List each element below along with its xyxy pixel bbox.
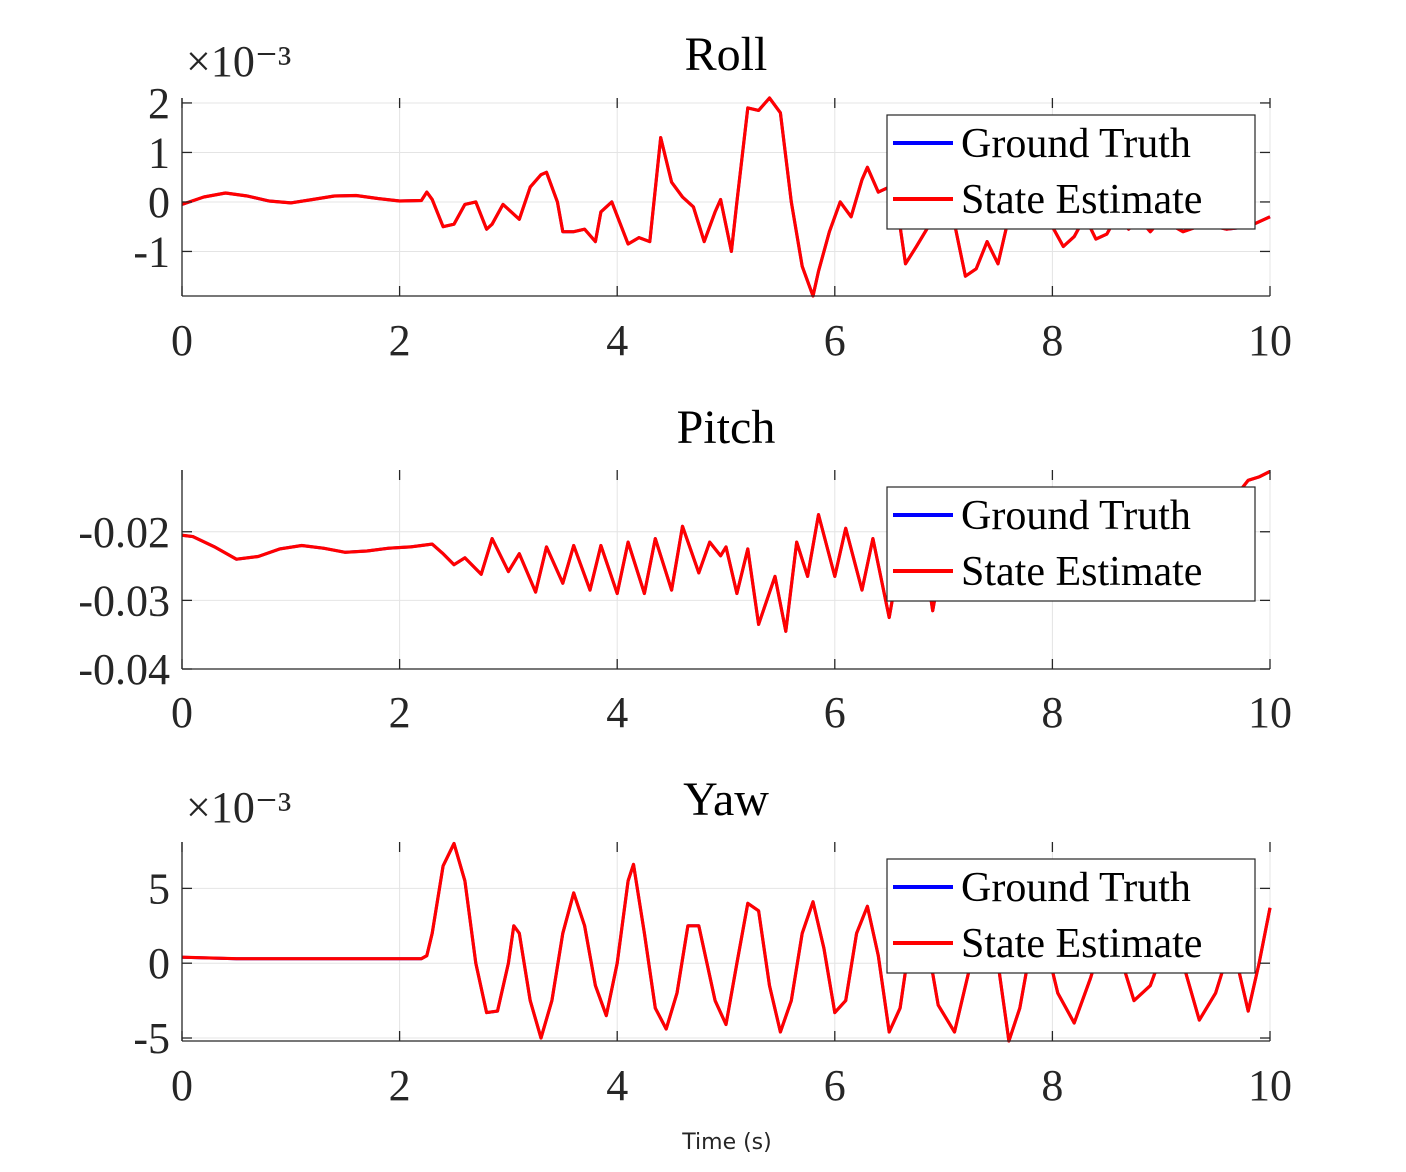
roll-x-tick-label: 10 xyxy=(1248,316,1292,365)
roll-x-tick-label: 2 xyxy=(389,316,411,365)
yaw-x-tick-label: 10 xyxy=(1248,1061,1292,1110)
roll-exponent-label: ×10⁻³ xyxy=(186,37,291,86)
yaw-legend-label: State Estimate xyxy=(961,921,1202,967)
roll-y-tick-label: -1 xyxy=(133,227,170,276)
pitch-legend-label: State Estimate xyxy=(961,549,1202,595)
yaw-state-estimate-line xyxy=(182,841,1272,1043)
yaw-y-tick-label: 5 xyxy=(148,864,170,913)
pitch-x-tick-label: 6 xyxy=(824,688,846,737)
pitch-y-tick-label: -0.02 xyxy=(78,508,170,557)
roll-legend-box xyxy=(886,114,1256,230)
yaw-x-tick-label: 8 xyxy=(1041,1061,1063,1110)
roll-legend-label: State Estimate xyxy=(961,177,1202,223)
yaw-legend-label: Ground Truth xyxy=(961,865,1191,911)
roll-x-tick-label: 4 xyxy=(606,316,628,365)
pitch-y-tick-label: -0.04 xyxy=(78,645,170,694)
pitch-x-tick-label: 0 xyxy=(171,688,193,737)
roll-x-tick-label: 0 xyxy=(171,316,193,365)
pitch-y-tick-label: -0.03 xyxy=(78,576,170,625)
pitch-title: Pitch xyxy=(677,401,776,454)
yaw-legend: Ground Truth State Estimate xyxy=(886,858,1256,974)
yaw-x-tick-label: 6 xyxy=(824,1061,846,1110)
yaw-x-tick-label: 0 xyxy=(171,1061,193,1110)
roll-x-tick-label: 6 xyxy=(824,316,846,365)
roll-y-tick-label: 2 xyxy=(148,79,170,128)
roll-x-tick-label: 8 xyxy=(1041,316,1063,365)
x-axis-label: Time (s) xyxy=(681,1130,771,1155)
roll-legend-label: Ground Truth xyxy=(961,121,1191,167)
pitch-x-tick-label: 8 xyxy=(1041,688,1063,737)
pitch-x-tick-label: 4 xyxy=(606,688,628,737)
pitch-legend-label: Ground Truth xyxy=(961,493,1191,539)
roll-title: Roll xyxy=(685,28,768,81)
yaw-x-tick-label: 4 xyxy=(606,1061,628,1110)
yaw-legend-box xyxy=(886,858,1256,974)
roll-y-tick-label: 1 xyxy=(148,128,170,177)
yaw-title: Yaw xyxy=(683,773,769,826)
yaw-exponent-label: ×10⁻³ xyxy=(186,783,291,832)
roll-series-group xyxy=(182,96,1271,298)
roll-state-estimate-line xyxy=(182,96,1271,298)
pitch-x-tick-label: 10 xyxy=(1248,688,1292,737)
roll-legend: Ground Truth State Estimate xyxy=(886,114,1256,230)
yaw-x-tick-label: 2 xyxy=(389,1061,411,1110)
pitch-legend-box xyxy=(886,486,1256,602)
yaw-y-tick-label: 0 xyxy=(148,939,170,988)
pitch-legend: Ground Truth State Estimate xyxy=(886,486,1256,602)
yaw-y-tick-label: -5 xyxy=(133,1014,170,1063)
yaw-series-group xyxy=(182,841,1272,1043)
roll-y-tick-label: 0 xyxy=(148,178,170,227)
pitch-subplot: 0 2 4 6 8 10 -0.04 -0.03 -0.02 Pitch Ground Truth S… xyxy=(78,401,1292,737)
pitch-x-tick-label: 2 xyxy=(389,688,411,737)
